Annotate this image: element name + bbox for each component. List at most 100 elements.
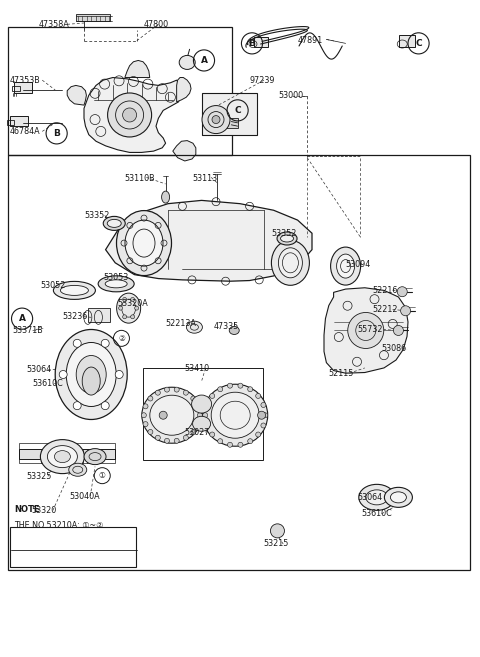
Ellipse shape — [107, 219, 121, 227]
Ellipse shape — [271, 240, 310, 285]
Ellipse shape — [366, 490, 388, 505]
Circle shape — [73, 401, 81, 410]
Circle shape — [123, 298, 127, 302]
Bar — [12, 86, 20, 91]
Bar — [10, 527, 136, 567]
Ellipse shape — [211, 392, 259, 438]
Ellipse shape — [84, 449, 106, 464]
Circle shape — [228, 442, 232, 447]
Ellipse shape — [82, 367, 100, 395]
Text: 47358A: 47358A — [38, 20, 69, 30]
Circle shape — [401, 306, 410, 316]
Circle shape — [202, 106, 230, 133]
Text: 47353B: 47353B — [10, 76, 40, 85]
Circle shape — [174, 387, 179, 392]
Text: 53000: 53000 — [278, 91, 303, 101]
Text: 53052: 53052 — [41, 281, 66, 290]
Text: C: C — [234, 106, 241, 115]
Text: 53325: 53325 — [26, 472, 52, 481]
Polygon shape — [84, 78, 181, 152]
Ellipse shape — [359, 484, 395, 510]
Text: 53064: 53064 — [26, 365, 51, 374]
Text: 47335: 47335 — [214, 322, 239, 331]
Circle shape — [256, 394, 261, 398]
Text: 52216: 52216 — [372, 286, 397, 295]
Ellipse shape — [60, 285, 88, 296]
Ellipse shape — [336, 254, 355, 278]
Polygon shape — [324, 288, 408, 373]
Polygon shape — [177, 78, 191, 102]
Text: 53236: 53236 — [62, 312, 88, 321]
Text: 47800: 47800 — [144, 20, 169, 30]
Text: 52115: 52115 — [329, 369, 354, 378]
Text: 97239: 97239 — [250, 76, 275, 85]
Circle shape — [143, 422, 148, 426]
Circle shape — [256, 432, 261, 437]
Ellipse shape — [98, 276, 134, 292]
Text: 53040A: 53040A — [70, 491, 100, 501]
Ellipse shape — [103, 216, 125, 231]
Ellipse shape — [280, 235, 294, 242]
Bar — [19, 449, 115, 459]
Circle shape — [165, 387, 169, 392]
Circle shape — [141, 413, 146, 418]
Circle shape — [228, 383, 232, 388]
Circle shape — [156, 390, 160, 396]
Ellipse shape — [390, 492, 407, 503]
Bar — [10, 116, 28, 126]
Text: 53610C: 53610C — [361, 509, 392, 518]
Circle shape — [108, 93, 152, 137]
Ellipse shape — [76, 355, 106, 394]
Ellipse shape — [277, 232, 297, 245]
Bar — [7, 120, 14, 125]
Circle shape — [122, 108, 137, 122]
Bar — [226, 118, 238, 128]
Text: 53113: 53113 — [192, 174, 217, 183]
Circle shape — [238, 442, 243, 447]
Bar — [8, 27, 232, 155]
Text: THE NO.53210A: ①~②: THE NO.53210A: ①~② — [14, 522, 103, 530]
Ellipse shape — [105, 280, 127, 288]
Circle shape — [196, 404, 201, 409]
Bar — [14, 82, 32, 93]
Circle shape — [204, 423, 209, 428]
Text: 53320A: 53320A — [118, 299, 148, 308]
Circle shape — [263, 413, 268, 418]
Circle shape — [131, 298, 134, 302]
Circle shape — [148, 430, 153, 434]
Text: NOTE: NOTE — [14, 505, 39, 514]
Circle shape — [218, 439, 223, 443]
Circle shape — [210, 394, 215, 398]
Text: 52213A: 52213A — [166, 319, 196, 328]
Text: B: B — [53, 129, 60, 138]
Bar — [254, 37, 268, 47]
Text: 53110B: 53110B — [125, 174, 156, 183]
Circle shape — [191, 430, 196, 434]
Text: 47891: 47891 — [298, 36, 323, 45]
Circle shape — [165, 438, 169, 443]
Circle shape — [197, 413, 203, 418]
Ellipse shape — [150, 396, 194, 435]
Ellipse shape — [278, 248, 302, 278]
Polygon shape — [106, 200, 312, 281]
Ellipse shape — [54, 451, 71, 463]
Ellipse shape — [229, 327, 239, 334]
Text: 55732: 55732 — [358, 325, 383, 334]
Ellipse shape — [53, 281, 96, 300]
Text: 53320: 53320 — [31, 506, 57, 515]
Polygon shape — [67, 85, 86, 105]
Circle shape — [148, 396, 153, 401]
Text: A: A — [201, 56, 207, 65]
Bar — [19, 443, 115, 463]
Circle shape — [248, 387, 252, 392]
Ellipse shape — [66, 342, 116, 407]
Circle shape — [101, 339, 109, 348]
Circle shape — [348, 313, 384, 348]
Text: 53352: 53352 — [271, 229, 297, 238]
Ellipse shape — [192, 395, 212, 413]
Text: 46784A: 46784A — [10, 127, 40, 136]
Ellipse shape — [331, 247, 360, 285]
Circle shape — [183, 390, 188, 396]
Circle shape — [270, 524, 285, 538]
Ellipse shape — [40, 440, 84, 474]
